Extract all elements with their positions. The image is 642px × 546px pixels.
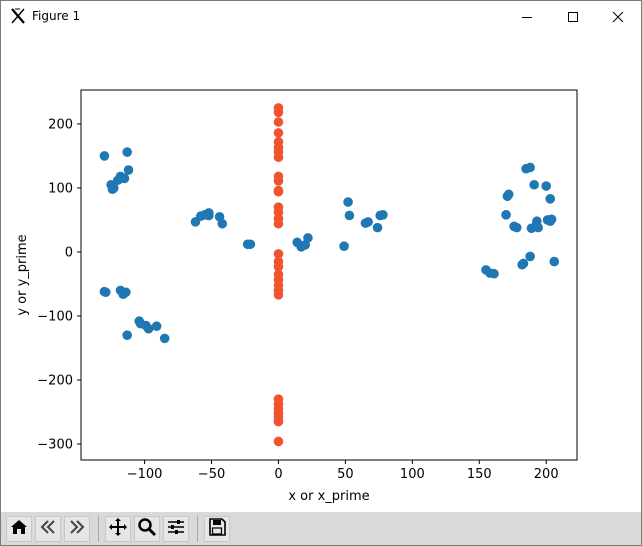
navigation-toolbar	[1, 512, 641, 545]
scatter-point-series-1	[100, 287, 111, 298]
scatter-point-series-1	[121, 287, 131, 298]
scatter-point-series-2	[273, 117, 284, 127]
scatter-point-series-1	[123, 165, 134, 175]
scatter-point-series-2	[273, 261, 284, 272]
maximize-icon	[567, 11, 579, 23]
maximize-button[interactable]	[550, 1, 596, 32]
back-icon	[38, 517, 58, 541]
scatter-point-series-1	[204, 208, 214, 218]
scatter-point-series-2	[273, 218, 284, 229]
zoom-icon	[137, 517, 157, 541]
home-button[interactable]	[6, 516, 32, 542]
toolbar-separator	[197, 516, 198, 542]
pan-icon	[108, 517, 128, 541]
scatter-point-series-1	[533, 222, 543, 233]
y-axis-label: y or y_prime	[15, 234, 30, 315]
x-tick-label: 150	[467, 467, 492, 482]
scatter-point-series-1	[363, 217, 373, 227]
scatter-point-series-2	[273, 176, 284, 186]
configure-subplots-icon	[166, 517, 186, 541]
scatter-point-series-1	[143, 323, 154, 334]
scatter-point-series-1	[546, 214, 557, 225]
scatter-point-series-2	[273, 128, 284, 138]
y-tick-label: 0	[65, 245, 73, 260]
scatter-point-series-1	[525, 251, 535, 262]
scatter-point-series-1	[511, 222, 522, 233]
scatter-chart[interactable]: −100 −50 0 50 100 150 200 −300−200−1000100200 …	[1, 32, 641, 512]
scatter-point-series-1	[217, 218, 228, 229]
scatter-point-series-1	[503, 189, 514, 200]
scatter-point-series-1	[303, 233, 313, 243]
plot-area	[80, 89, 578, 461]
save-button[interactable]	[204, 516, 230, 542]
scatter-point-series-1	[372, 222, 383, 233]
scatter-point-series-1	[489, 268, 499, 279]
pan-button[interactable]	[105, 516, 131, 542]
scatter-point-series-1	[344, 210, 355, 221]
zoom-button[interactable]	[134, 516, 160, 542]
scatter-point-series-1	[159, 333, 170, 344]
scatter-point-series-1	[343, 197, 353, 207]
data-points	[99, 103, 560, 447]
scatter-point-series-1	[501, 210, 511, 220]
scatter-point-series-1	[378, 210, 388, 220]
close-button[interactable]	[595, 1, 641, 32]
close-icon	[612, 11, 624, 23]
scatter-point-series-1	[339, 241, 349, 251]
home-icon	[9, 517, 29, 541]
x-tick-label: −50	[198, 467, 225, 482]
x-axis: −100 −50 0 50 100 150 200	[127, 460, 559, 482]
forward-button[interactable]	[64, 516, 90, 542]
minimize-icon	[521, 11, 533, 23]
forward-icon	[67, 517, 87, 541]
scatter-point-series-2	[273, 152, 284, 163]
y-axis: −300 −200 −100 0 100 200	[37, 117, 81, 452]
scatter-point-series-1	[245, 239, 256, 250]
scatter-point-series-1	[525, 162, 535, 173]
scatter-point-series-2	[273, 186, 284, 197]
x-tick-label: 0	[274, 467, 282, 482]
scatter-point-series-2	[273, 107, 284, 118]
scatter-point-series-1	[119, 173, 130, 184]
scatter-point-series-1	[151, 321, 162, 332]
save-icon	[207, 517, 227, 541]
back-button[interactable]	[35, 516, 61, 542]
scatter-point-series-2	[273, 249, 284, 259]
scatter-point-series-1	[122, 330, 132, 340]
toolbar-separator	[98, 516, 99, 542]
scatter-point-series-1	[541, 181, 552, 191]
x-tick-label: −100	[127, 467, 163, 482]
y-tick-label: −300	[37, 437, 73, 452]
scatter-point-series-1	[99, 151, 110, 161]
y-tick-label: 100	[48, 181, 73, 196]
scatter-point-series-1	[518, 258, 529, 269]
y-tick-label: −100	[37, 309, 73, 324]
figure-canvas[interactable]: −100 −50 0 50 100 150 200 −300 −200 −100 0 100 200 …	[1, 32, 641, 512]
window-title: Figure 1	[32, 9, 81, 23]
y-tick-label: 200	[48, 117, 73, 132]
scatter-point-series-1	[122, 147, 132, 157]
scatter-point-series-2	[273, 436, 284, 447]
y-tick-label: −200	[37, 373, 73, 388]
x-axis-label: x or x_prime	[288, 489, 369, 504]
scatter-point-series-2	[273, 416, 284, 427]
x-tick-label: 200	[534, 467, 559, 482]
scatter-point-series-1	[549, 256, 560, 267]
matplotlib-x-icon	[9, 7, 27, 25]
configure-subplots-button[interactable]	[163, 516, 189, 542]
minimize-button[interactable]	[504, 1, 550, 32]
scatter-point-series-1	[545, 194, 556, 204]
x-tick-label: 50	[337, 467, 354, 482]
x-tick-label: 100	[400, 467, 425, 482]
scatter-point-series-1	[529, 179, 539, 190]
scatter-point-series-1	[107, 184, 118, 195]
scatter-point-series-2	[273, 290, 284, 300]
title-bar[interactable]: Figure 1	[1, 1, 641, 32]
